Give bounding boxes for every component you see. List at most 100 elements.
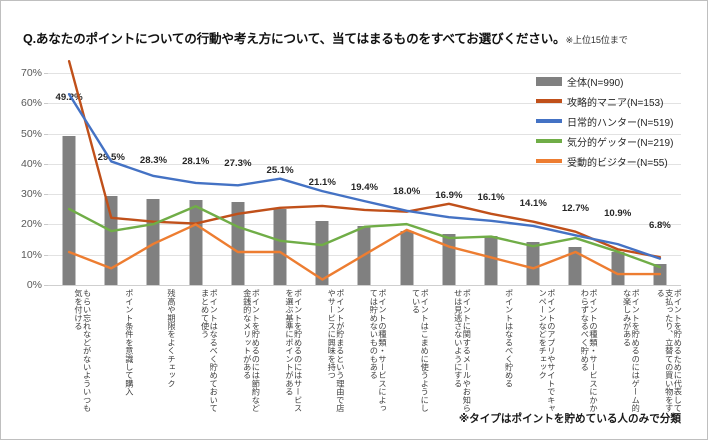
x-axis-label: ポイントはなるべく貯める xyxy=(504,289,514,388)
legend-swatch xyxy=(536,99,562,103)
bar-slot: 49.2% xyxy=(48,73,90,285)
gridline xyxy=(48,224,681,226)
bar-value-label: 16.9% xyxy=(435,189,463,201)
x-axis-label: ポイントが貯まるという理由で店やサービスに興味を持つ xyxy=(326,289,345,412)
legend-swatch xyxy=(536,159,562,163)
bar-slot: 21.1% xyxy=(301,73,343,285)
bar xyxy=(568,246,582,285)
x-axis-label: ポイントを貯めるのには節約など金銭的なメリットがある xyxy=(242,289,260,412)
bar-slot: 25.1% xyxy=(259,73,301,285)
y-axis-tickmark xyxy=(44,254,48,256)
y-axis-tick: 60% xyxy=(20,97,42,110)
y-axis-tick: 10% xyxy=(20,248,42,261)
x-axis-label: ポイントの種類・サービスにかかわらずなるべく貯める xyxy=(579,289,598,412)
legend-label: 気分的ゲッター(N=219) xyxy=(567,137,674,149)
bar-value-label: 18.0% xyxy=(393,186,421,198)
x-axis-label: もらい忘れなどがないよういつも気を付ける xyxy=(73,289,92,412)
line-攻略的マニア(N=153) xyxy=(67,59,662,259)
bar-value-label: 28.3% xyxy=(139,155,168,167)
chart-title-text: Q.あなたのポイントについての行動や考え方について、当てはまるものをすべてお選び… xyxy=(23,32,566,46)
bar-value-label: 12.7% xyxy=(561,202,590,214)
legend-label: 日常的ハンター(N=519) xyxy=(567,117,674,129)
bar-series: 49.2% 29.5% 28.3% 28.1% 27.3% 25.1% 21.1% 19.4%… xyxy=(48,73,681,285)
y-axis-tickmark xyxy=(44,163,48,165)
bar xyxy=(231,202,245,285)
plot-area: 70% 60% 50% 40% 30% 20% 10% 0% 49.2% 29.5% 28.3% 2… xyxy=(21,59,681,291)
line-受動的ビジター(N=55) xyxy=(67,223,662,281)
legend-item[interactable]: 日常的ハンター(N=519) xyxy=(536,111,673,131)
legend-label: 攻略的マニア(N=153) xyxy=(567,97,664,109)
y-axis-tickmark xyxy=(44,103,48,105)
legend-swatch xyxy=(536,119,562,123)
legend-swatch xyxy=(536,139,562,143)
bar-slot: 12.7% xyxy=(554,73,596,285)
chart-title: Q.あなたのポイントについての行動や考え方について、当てはまるものをすべてお選び… xyxy=(23,28,628,48)
legend-item[interactable]: 受動的ビジター(N=55) xyxy=(536,151,673,171)
bar-value-label: 16.1% xyxy=(477,192,505,204)
bar-value-label: 21.1% xyxy=(308,177,336,189)
y-axis-tick: 70% xyxy=(20,67,42,79)
chart-legend: 全体(N=990) 攻略的マニア(N=153) 日常的ハンター(N=519) 気分的ゲ… xyxy=(536,71,673,171)
y-axis-tick: 20% xyxy=(20,218,42,231)
chart-title-note: ※上位15位まで xyxy=(565,35,628,45)
bar-slot: 14.1% xyxy=(512,73,554,285)
line-日常的ハンター(N=519) xyxy=(67,93,662,260)
bar xyxy=(315,221,329,285)
bar xyxy=(273,208,287,285)
bar xyxy=(400,230,414,285)
y-axis-tickmark xyxy=(44,73,48,74)
bar-value-label: 28.1% xyxy=(182,155,210,167)
x-axis-label: ポイントを貯めるのにはサービスを選ぶ基準にポイントがある xyxy=(284,289,303,412)
bar-value-label: 10.9% xyxy=(604,207,632,219)
bar-value-label: 27.3% xyxy=(224,158,252,170)
legend-item[interactable]: 気分的ゲッター(N=219) xyxy=(536,131,673,151)
y-axis-tick: 30% xyxy=(20,188,42,201)
footer-note: ※タイプはポイントを貯めている人のみで分類 xyxy=(458,413,681,425)
x-axis-label: 残高や期限をよくチェック xyxy=(166,289,176,388)
legend-item[interactable]: 全体(N=990) xyxy=(536,71,673,91)
y-axis-tick: 0% xyxy=(26,279,42,291)
bar xyxy=(62,136,76,285)
x-axis-labels: もらい忘れなどがないよういつも気を付ける ポイント条件を意識して購入 残高や期限をよ… xyxy=(48,289,681,414)
bar-value-label: 25.1% xyxy=(266,164,294,176)
y-axis-tickmark xyxy=(44,194,48,196)
x-axis-label: ポイント条件を意識して購入 xyxy=(124,289,134,396)
line-気分的ゲッター(N=219) xyxy=(67,205,662,269)
bar xyxy=(611,252,625,285)
bar-value-label: 6.8% xyxy=(648,220,671,232)
y-axis-tick: 50% xyxy=(20,127,42,140)
x-axis-label: ポイントのアプリやサイトでキャンペーンなどをチェック xyxy=(537,289,556,412)
gridline xyxy=(48,73,681,74)
y-axis-tickmark xyxy=(44,285,48,286)
bar-value-label: 14.1% xyxy=(519,198,547,210)
bar-value-label: 29.5% xyxy=(97,151,125,163)
legend-label: 受動的ビジター(N=55) xyxy=(567,157,668,169)
bar xyxy=(189,199,203,285)
gridline xyxy=(48,194,681,196)
y-axis-tick: 40% xyxy=(20,157,42,170)
bar-value-label: 49.2% xyxy=(55,91,83,103)
x-axis-label: ポイントを貯めるのにはゲーム的な楽しみがある xyxy=(622,289,640,412)
legend-swatch xyxy=(536,76,562,86)
legend-item[interactable]: 攻略的マニア(N=153) xyxy=(536,91,673,111)
gridline xyxy=(48,133,681,135)
bar-slot: 27.3% xyxy=(217,73,259,285)
bar-slot: 18.0% xyxy=(386,73,428,285)
gridline xyxy=(48,285,681,286)
x-axis-label: ポイントはこまめに使うようにしている xyxy=(411,289,429,412)
x-axis-label: ポイントはなるべく貯めておいてまとめて使う xyxy=(200,289,218,412)
bar-slot: 16.1% xyxy=(470,73,512,285)
x-axis-label: ポイントの種類・サービスによっては貯めないものもある xyxy=(368,289,387,412)
bar-slot: 10.9% xyxy=(597,73,639,285)
gridline xyxy=(48,103,681,105)
y-axis-tickmark xyxy=(44,224,48,226)
gridline xyxy=(48,163,681,165)
x-axis-label: ポイントを貯めるために代表して支払ったり、立替ての買い物をする xyxy=(655,289,682,412)
y-axis-tickmark xyxy=(44,133,48,135)
x-axis-label: ポイントに関するメールやお知らせは見逃さないようにする xyxy=(453,289,471,412)
legend-label: 全体(N=990) xyxy=(567,77,624,89)
bar xyxy=(526,242,540,285)
bar-slot: 28.1% xyxy=(175,73,217,285)
line-series xyxy=(67,59,662,281)
